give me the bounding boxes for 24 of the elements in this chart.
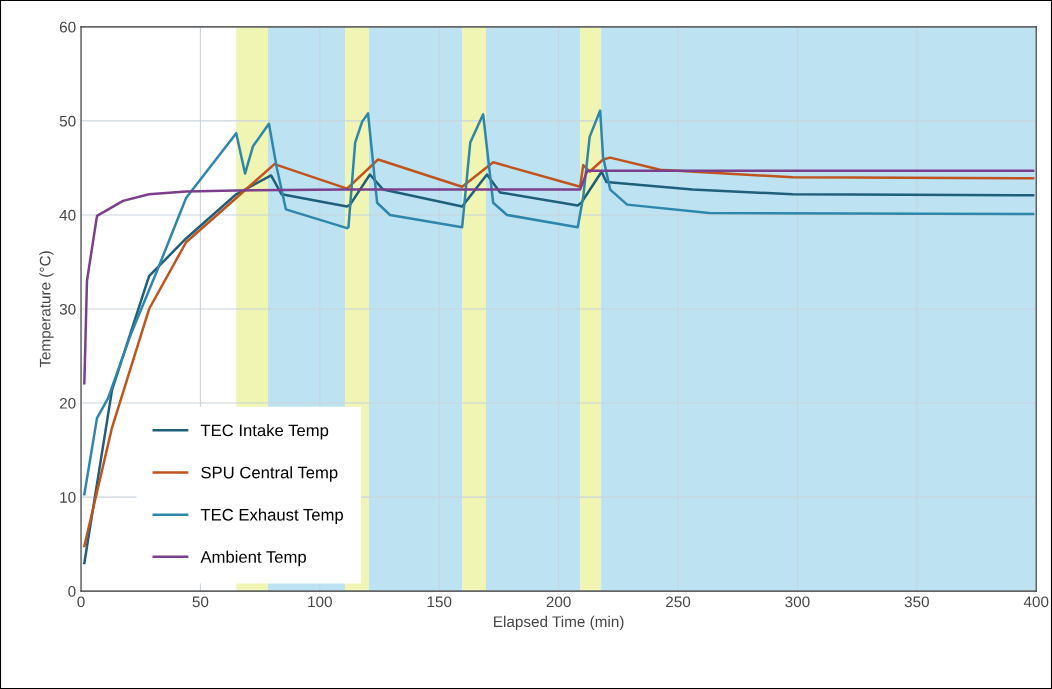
- y-tick-label: 20: [59, 397, 76, 409]
- x-tick-label: 250: [666, 596, 691, 608]
- x-tick-label: 150: [427, 596, 452, 608]
- x-axis-title: Elapsed Time (min): [494, 615, 624, 631]
- y-tick-label: 50: [59, 115, 76, 127]
- y-tick-label: 30: [59, 303, 76, 315]
- x-tick-label: 400: [1023, 596, 1049, 608]
- legend-label: SPU Central Temp: [201, 466, 338, 482]
- x-tick-label: 100: [308, 596, 332, 608]
- x-tick-label: 300: [785, 596, 810, 608]
- line-series: [83, 169, 1035, 385]
- legend-label: TEC Intake Temp: [200, 424, 329, 440]
- y-tick-label: 60: [59, 21, 76, 33]
- legend-label: Ambient Temp: [200, 550, 306, 567]
- x-tick-label: 50: [192, 596, 209, 608]
- x-tick-label: 200: [546, 596, 571, 608]
- x-tick-label: 350: [904, 596, 929, 608]
- y-tick-label: 10: [60, 491, 76, 503]
- x-tick-label: 0: [77, 596, 85, 608]
- y-tick-label: 0: [68, 586, 76, 597]
- y-tick-label: 40: [59, 209, 76, 221]
- line-series: [83, 109, 1035, 496]
- legend-label: TEC Exhaust Temp: [200, 508, 344, 524]
- y-axis-title: Temperature (°C): [39, 251, 54, 368]
